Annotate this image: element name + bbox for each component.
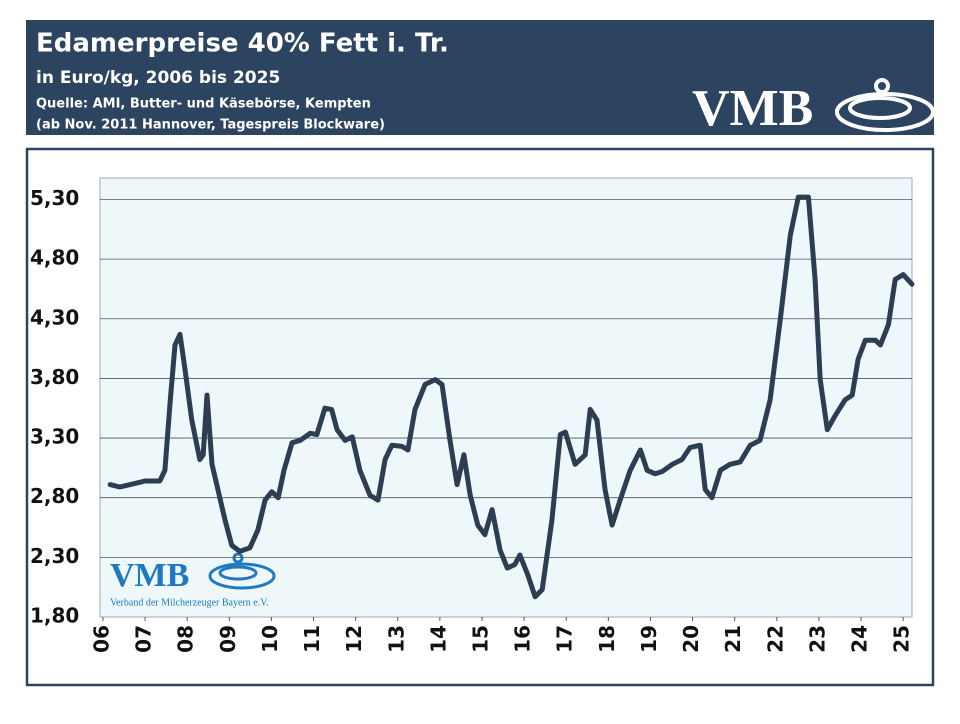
y-tick-label: 2,30 — [30, 544, 79, 568]
x-tick-label: 12 — [342, 625, 366, 653]
x-tick-label: 11 — [300, 625, 324, 653]
y-tick-label: 1,80 — [30, 604, 79, 628]
x-tick-label: 10 — [258, 625, 282, 653]
x-tick-label: 23 — [805, 625, 829, 653]
price-line — [107, 194, 915, 600]
subtitle: in Euro/kg, 2006 bis 2025 — [36, 68, 280, 88]
x-tick-label: 16 — [511, 625, 535, 653]
x-tick-label: 19 — [637, 625, 661, 653]
logo: VMB — [692, 80, 813, 137]
x-tick-label: 09 — [216, 625, 240, 653]
watermark-icon — [208, 552, 276, 590]
watermark-logo: VMB — [110, 557, 189, 594]
x-tick-label: 13 — [384, 625, 408, 653]
y-tick-label: 5,30 — [30, 186, 79, 210]
logo-icon — [835, 78, 935, 132]
y-tick-label: 3,80 — [30, 365, 79, 389]
y-tick-label: 3,30 — [30, 425, 79, 449]
x-tick-label: 07 — [132, 625, 156, 653]
x-tick-label: 08 — [174, 625, 198, 653]
chart-title: Edamerpreise 40% Fett i. Tr. — [36, 29, 449, 59]
y-tick-label: 4,80 — [30, 246, 79, 270]
plot-area — [99, 177, 913, 618]
x-tick-label: 17 — [553, 625, 577, 653]
y-tick-label: 4,30 — [30, 305, 79, 329]
source: (ab Nov. 2011 Hannover, Tagespreis Block… — [36, 118, 385, 133]
x-tick-label: 22 — [763, 625, 787, 653]
x-tick-label: 21 — [721, 625, 745, 653]
x-tick-label: 25 — [890, 625, 914, 653]
x-tick-label: 18 — [595, 625, 619, 653]
x-tick-label: 14 — [426, 625, 450, 653]
x-tick-label: 15 — [468, 625, 492, 653]
header — [26, 20, 934, 135]
x-tick-label: 24 — [848, 625, 872, 653]
watermark-text: Verband der Milcherzeuger Bayern e.V. — [110, 597, 269, 608]
x-tick-label: 06 — [89, 625, 113, 653]
source: Quelle: AMI, Butter- und Käsebörse, Kemp… — [36, 97, 371, 112]
y-tick-label: 2,80 — [30, 484, 79, 508]
x-tick-label: 20 — [679, 625, 703, 653]
